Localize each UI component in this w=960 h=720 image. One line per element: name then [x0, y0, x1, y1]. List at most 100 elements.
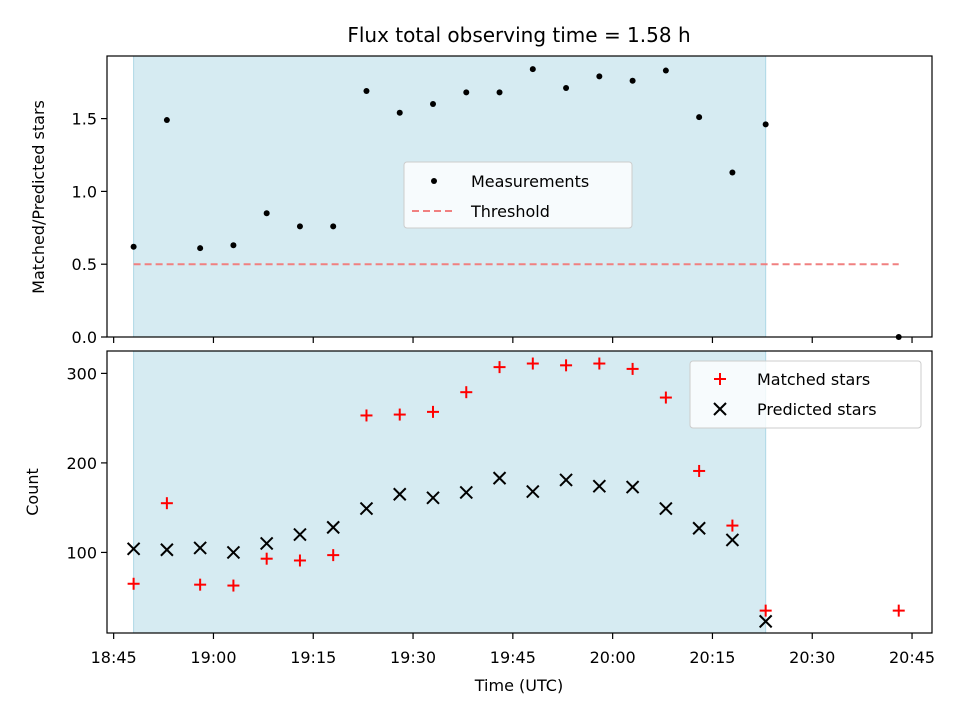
top-series0-point-19: [762, 121, 769, 128]
top-series0-point-11: [496, 89, 503, 96]
bottom-series1-point-17-b: [692, 521, 706, 535]
legend-matched-label: Matched stars: [757, 370, 870, 389]
legend-measurements-marker: [431, 178, 437, 184]
top-series0-point-0: [130, 243, 137, 250]
bottom-series1-point-16: [659, 501, 673, 516]
top-series0-point-17: [696, 114, 703, 121]
bottom-series0-point-7: [360, 409, 373, 422]
top-ytick-label-1: 0.5: [72, 255, 97, 274]
bottom-series1-point-8: [393, 487, 407, 501]
bottom-series0-point-0: [127, 577, 140, 590]
bottom-series0-point-17: [693, 464, 706, 477]
bottom-series1-point-14-b: [592, 479, 607, 493]
bottom-series1-point-9: [426, 491, 440, 505]
bottom-series1-point-17: [692, 521, 706, 535]
top-series0-point-18: [729, 169, 736, 176]
bottom-series0-point-20: [892, 604, 905, 617]
bottom-xtick-label-7: 20:30: [789, 648, 835, 667]
chart-title: Flux total observing time = 1.58 h: [347, 23, 690, 47]
bottom-series1-point-13-b: [559, 473, 573, 487]
bottom-series0-point-3: [227, 579, 240, 592]
top-ytick-label-0: 0.0: [72, 328, 97, 347]
bottom-series0-point-9: [427, 405, 440, 418]
bottom-series0-point-16: [659, 391, 672, 404]
legend-measurements-label: Measurements: [471, 172, 589, 191]
bottom-series0-point-14: [593, 357, 606, 370]
top-series0-point-7: [363, 87, 370, 94]
bottom-series1-point-0: [126, 542, 141, 556]
top-axes-frame: [106, 55, 933, 338]
bottom-ytick-label-2: 300: [66, 364, 97, 383]
bottom-xtick-label-5: 20:00: [590, 648, 636, 667]
bottom-xtick-label-0: 18:45: [91, 648, 137, 667]
bottom-series1-point-2: [193, 541, 207, 555]
top-legend: Measurements Threshold: [403, 161, 633, 229]
bottom-series1-point-0-b: [126, 542, 141, 556]
bottom-series1-point-10-b: [459, 485, 473, 500]
x-axis-label: Time (UTC): [474, 676, 563, 695]
legend-predicted-marker: [713, 402, 727, 416]
bottom-series1-point-1: [160, 543, 174, 557]
top-series0-point-14: [596, 73, 603, 80]
bottom-series1-point-5-b: [293, 527, 307, 542]
bottom-series1-point-18-b: [725, 533, 740, 547]
bottom-series0-point-10: [460, 386, 473, 399]
top-series0-point-12: [529, 66, 536, 73]
legend-matched-marker: [714, 373, 726, 385]
bottom-series1-point-15-b: [625, 480, 640, 494]
legend-predicted-label: Predicted stars: [757, 400, 877, 419]
bottom-series1-point-12: [526, 484, 540, 499]
top-series0-point-16: [662, 67, 669, 74]
bottom-legend: Matched stars Predicted stars: [689, 360, 922, 429]
bottom-xtick-label-3: 19:30: [390, 648, 436, 667]
bottom-series1-point-9-b: [426, 491, 440, 505]
bottom-series1-point-3: [226, 545, 241, 560]
bottom-ytick-label-1: 200: [66, 454, 97, 473]
bottom-series0-point-15: [626, 362, 639, 375]
bottom-series0-point-6: [327, 549, 340, 562]
bottom-series1-point-18: [725, 533, 740, 547]
top-series0-point-15: [629, 77, 636, 84]
top-series0-point-5: [296, 223, 303, 230]
top-y-axis-label: Matched/Predicted stars: [29, 100, 48, 294]
top-series0-point-4: [263, 210, 270, 217]
bottom-series1-point-4: [259, 536, 274, 551]
bottom-series1-point-1-b: [160, 543, 174, 557]
top-series0-point-2: [197, 245, 204, 252]
bottom-series1-point-14: [592, 479, 607, 493]
bottom-series0-point-5: [293, 554, 306, 567]
bottom-series0-point-8: [393, 408, 406, 421]
bottom-series1-point-2-b: [193, 541, 207, 555]
bottom-series1-point-16-b: [659, 501, 673, 516]
bottom-xtick-label-4: 19:45: [490, 648, 536, 667]
bottom-series1-point-11-b: [492, 471, 507, 485]
bottom-series1-point-8-b: [393, 487, 407, 501]
top-ytick-label-3: 1.5: [72, 110, 97, 129]
bottom-series1-point-11: [492, 471, 507, 485]
bottom-series0-point-19: [759, 604, 772, 617]
top-series0-point-13: [563, 85, 570, 92]
top-series0-point-9: [430, 101, 437, 108]
bottom-series1-point-10: [459, 485, 473, 500]
bottom-series1-point-19-b: [758, 614, 773, 629]
top-series0-point-1: [163, 117, 170, 124]
bottom-xtick-label-2: 19:15: [290, 648, 336, 667]
top-series0-point-6: [330, 223, 337, 230]
bottom-series0-point-4: [260, 552, 273, 565]
bottom-series1-point-7: [359, 501, 374, 516]
bottom-ytick-label-0: 100: [66, 543, 97, 562]
bottom-xtick-label-6: 20:15: [689, 648, 735, 667]
bottom-xtick-label-8: 20:45: [889, 648, 935, 667]
bottom-observing-window: [133, 350, 767, 634]
bottom-series1-point-12-b: [526, 484, 540, 499]
bottom-series0-point-18: [726, 519, 739, 532]
top-series0-point-8: [396, 109, 403, 116]
top-ytick-label-2: 1.0: [72, 182, 97, 201]
bottom-series1-point-7-b: [359, 501, 374, 516]
legend-threshold-label: Threshold: [470, 202, 550, 221]
bottom-panel: 100 200 300 18:45 19:00 19:15 19:30 19:45 20:00 2…: [66, 350, 935, 667]
bottom-series1-point-19: [758, 614, 773, 629]
top-series0-point-10: [463, 89, 470, 96]
bottom-series1-point-5: [293, 527, 307, 542]
